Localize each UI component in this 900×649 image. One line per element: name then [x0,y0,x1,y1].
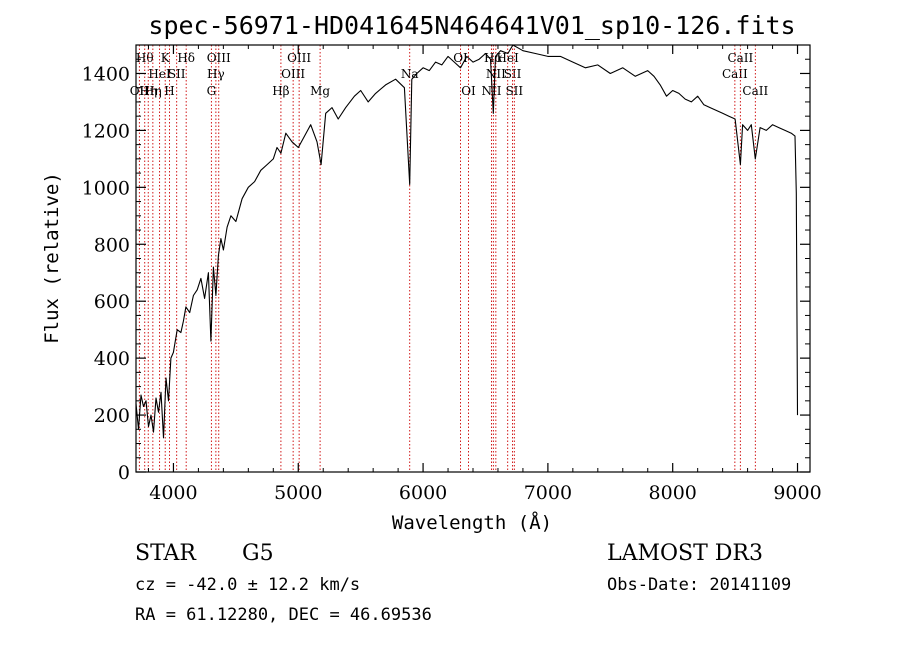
x-tick-label: 9000 [773,482,821,504]
x-axis-label: Wavelength (Å) [392,511,552,534]
marker-label: OIII [287,51,311,65]
x-tick-label: 5000 [274,482,322,504]
marker-label: Hβ [272,84,289,98]
marker-label: Hθ [136,51,154,65]
marker-label: G [207,84,217,98]
object-subclass: G5 [242,541,274,566]
marker-label: OIII [281,67,305,81]
marker-label: HeI [497,51,520,65]
spectrum-line [135,44,799,439]
marker-label: CaII [727,51,753,65]
marker-label: Mg [310,84,330,98]
marker-label: OI [461,84,476,98]
marker-label: SII [168,67,186,81]
marker-label: Hη [144,84,162,98]
chart-title: spec-56971-HD041645N464641V01_sp10-126.f… [148,11,795,40]
marker-label: Hα [484,51,503,65]
marker-label: CaII [722,67,748,81]
marker-label: Hδ [177,51,195,65]
marker-label: SII [505,84,523,98]
plot-frame [135,44,811,473]
y-axis-label: Flux (relative) [41,172,63,344]
obs-date: Obs-Date: 20141109 [607,575,791,595]
marker-label: CaII [742,84,768,98]
object-class: STAR [135,541,197,566]
y-tick-label: 600 [94,291,130,313]
marker-label: H [164,84,174,98]
marker-label: OIII [207,51,231,65]
marker-label: Hγ [207,67,225,81]
y-tick-label: 800 [94,234,130,256]
x-tick-label: 8000 [649,482,697,504]
line-markers: OIIHθHηHηHeIKHSIIHδGHγOIIIHβOIIIOIIIMgNa… [130,45,768,472]
x-tick-label: 7000 [524,482,572,504]
redshift-cz: cz = -42.0 ± 12.2 km/s [135,575,360,595]
y-axis-ticks: 0 200 400 600 800 1000 1200 1400 [82,58,810,484]
x-axis-ticks: 4000 5000 6000 7000 8000 9000 [147,45,822,504]
y-tick-label: 1000 [82,177,130,199]
y-tick-label: 1200 [82,120,130,142]
y-tick-label: 1400 [82,63,130,85]
y-tick-label: 0 [118,462,130,484]
spectrum-series [135,44,799,439]
x-tick-label: 6000 [399,482,447,504]
survey-name: LAMOST DR3 [607,541,763,566]
y-tick-label: 200 [94,405,130,427]
marker-label: SII [504,67,522,81]
marker-label: Na [401,67,419,81]
coordinates: RA = 61.12280, DEC = 46.69536 [135,605,432,625]
y-tick-label: 400 [94,348,130,370]
marker-label: K [161,51,171,65]
x-tick-label: 4000 [149,482,197,504]
